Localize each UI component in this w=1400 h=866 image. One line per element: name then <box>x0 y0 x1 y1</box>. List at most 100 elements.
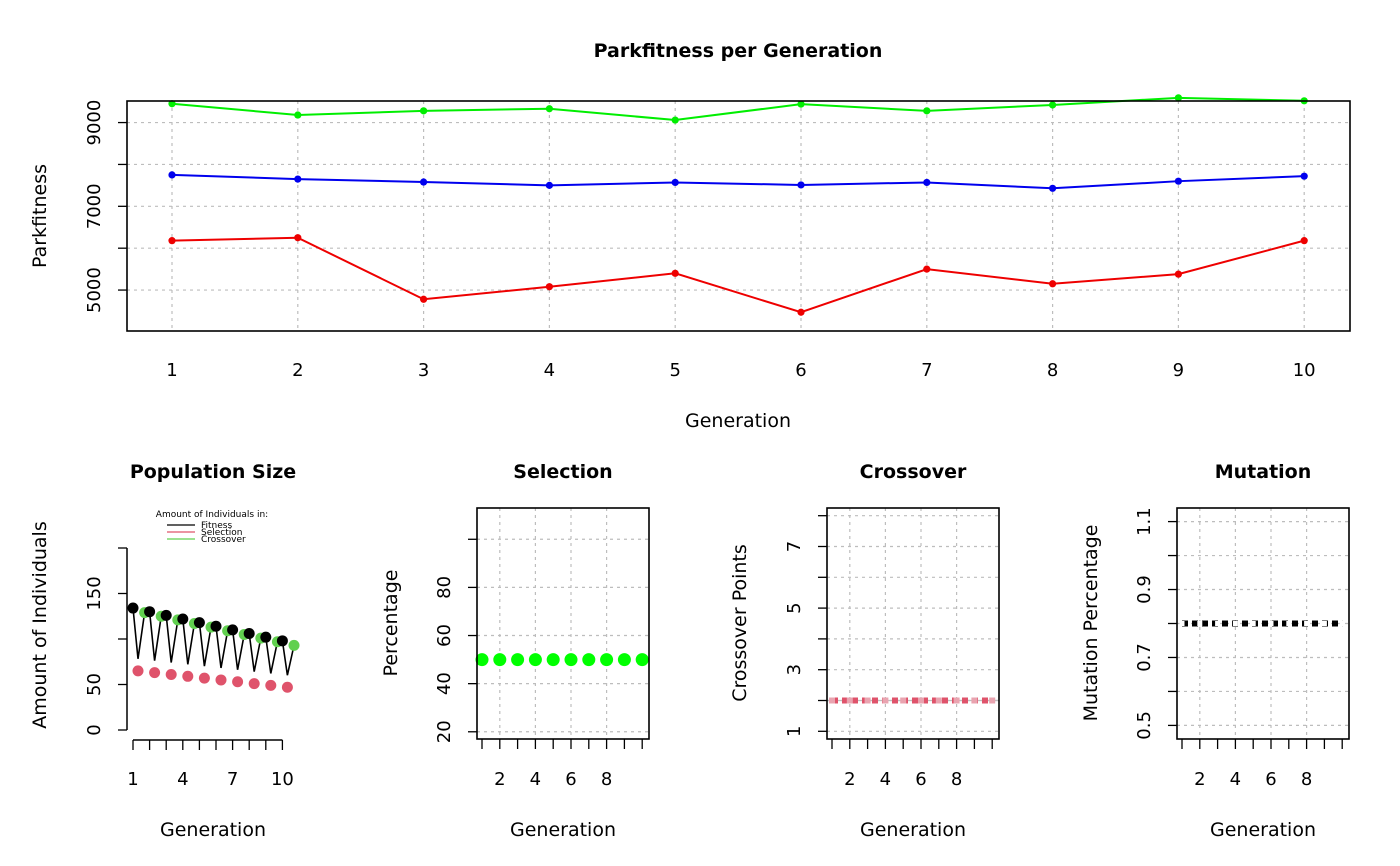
mutation-axes: 0.5 0.7 0.9 1.1 2 4 6 8 <box>1134 507 1343 790</box>
crossover-point <box>829 697 835 704</box>
selection-point <box>165 668 177 680</box>
fitness-point <box>144 606 156 618</box>
y-tick-label: 60 <box>434 624 455 647</box>
legend-selection-label: Selection <box>201 528 242 538</box>
y-tick-label: 7000 <box>84 183 105 229</box>
selection-point <box>182 670 194 682</box>
legend-crossover-label: Crossover <box>201 535 246 545</box>
x-tick-label: 4 <box>544 360 555 381</box>
selection-point <box>149 667 161 679</box>
selection-rate-point <box>600 653 614 667</box>
series-point-1 <box>671 178 679 187</box>
crossover-xlabel: Generation <box>860 819 966 841</box>
crossover-series <box>827 697 999 704</box>
crossover-panel: Crossover 1 3 5 7 2 4 6 8 Generation Crossover … <box>729 461 1000 841</box>
series-point-0 <box>797 100 805 108</box>
x-tick-label: 3 <box>418 360 429 381</box>
x-tick-label: 7 <box>921 360 932 381</box>
fitness-point <box>276 635 288 647</box>
y-tick-label: 7 <box>784 541 805 552</box>
series-point-2 <box>1300 237 1308 245</box>
mutation-point <box>1286 621 1292 626</box>
selection-plot-box <box>476 507 650 740</box>
fitness-point <box>227 624 239 636</box>
selection-rate-point <box>528 653 542 667</box>
series-point-2 <box>923 265 931 273</box>
mutation-point <box>1179 621 1185 626</box>
y-tick-label: 0.5 <box>1134 711 1155 740</box>
mutation-point <box>1232 621 1238 626</box>
crossover-point <box>953 697 960 704</box>
y-tick-label: 0.9 <box>1134 575 1155 604</box>
series-point-2 <box>671 269 679 277</box>
series-point-1 <box>420 178 428 186</box>
selection-axes: 20 40 60 80 2 4 6 8 <box>434 538 643 790</box>
series-point-1 <box>168 171 176 179</box>
selection-rate-point <box>475 653 489 667</box>
population-panel: Population Size Amount of Individuals in… <box>29 461 300 841</box>
series-point-2 <box>1174 270 1182 278</box>
population-axes: 0 50 150 1 4 7 10 <box>84 547 294 790</box>
x-tick-label: 8 <box>951 769 962 790</box>
series-point-1 <box>1174 177 1182 185</box>
series-point-1 <box>797 181 805 189</box>
x-tick-label: 4 <box>530 769 541 790</box>
crossover-point <box>971 697 978 704</box>
series-point-0 <box>294 111 302 119</box>
selection-point <box>232 676 244 688</box>
selection-rate-point <box>635 653 649 667</box>
series-point-0 <box>545 105 554 113</box>
mutation-point <box>1215 621 1221 626</box>
mutation-panel: Mutation 0.5 0.7 0.9 1.1 2 4 6 8 Generation Mut… <box>1080 461 1350 841</box>
selection-rate-point <box>617 653 631 667</box>
x-tick-label: 6 <box>915 769 926 790</box>
population-series <box>127 602 300 693</box>
x-tick-label: 2 <box>844 769 855 790</box>
mutation-point <box>1268 621 1274 626</box>
population-legend: Amount of Individuals in: Fitness Select… <box>156 510 268 545</box>
population-ylabel: Amount of Individuals <box>29 521 51 729</box>
y-tick-label: 1.1 <box>1134 507 1155 536</box>
y-tick-label: 9000 <box>84 100 105 146</box>
fitness-point <box>210 620 222 632</box>
x-tick-label: 6 <box>565 769 576 790</box>
mutation-point <box>1250 621 1256 626</box>
crossover-plot-box <box>826 507 1000 740</box>
y-tick-label: 0.7 <box>1134 643 1155 672</box>
x-tick-label: 4 <box>177 769 188 790</box>
mutation-point <box>1339 621 1345 626</box>
crossover-point <box>989 697 996 704</box>
fitness-point <box>243 628 255 640</box>
selection-series <box>475 653 649 667</box>
selection-rate-point <box>493 653 507 667</box>
x-tick-label: 5 <box>669 360 680 381</box>
legend-fitness-label: Fitness <box>201 521 232 531</box>
fitness-point <box>160 609 172 621</box>
series-point-1 <box>1300 172 1308 180</box>
selection-point <box>215 674 227 686</box>
population-title: Population Size <box>130 461 296 483</box>
crossover-point <box>935 697 942 704</box>
series-point-0 <box>1174 94 1182 102</box>
crossover-axes: 1 3 5 7 2 4 6 8 <box>784 515 993 790</box>
crossover-point <box>882 697 889 704</box>
series-point-2 <box>420 295 428 303</box>
selection-panel: Selection 20 40 60 80 2 4 6 8 Generation Percen… <box>380 461 650 841</box>
selection-point <box>198 672 210 684</box>
selection-title: Selection <box>513 461 612 483</box>
mutation-xlabel: Generation <box>1210 819 1316 841</box>
selection-rate-point <box>511 653 525 667</box>
series-point-1 <box>1049 184 1057 192</box>
series-point-2 <box>168 237 176 245</box>
x-tick-label: 6 <box>795 360 806 381</box>
x-tick-label: 8 <box>1301 769 1312 790</box>
selection-point <box>248 678 260 690</box>
series-point-2 <box>1049 280 1057 288</box>
y-tick-label: 3 <box>784 664 805 675</box>
series-point-1 <box>294 175 302 183</box>
y-tick-label: 0 <box>84 724 105 735</box>
selection-ylabel: Percentage <box>380 570 402 677</box>
series-point-2 <box>294 234 302 242</box>
series-point-0 <box>671 116 679 124</box>
